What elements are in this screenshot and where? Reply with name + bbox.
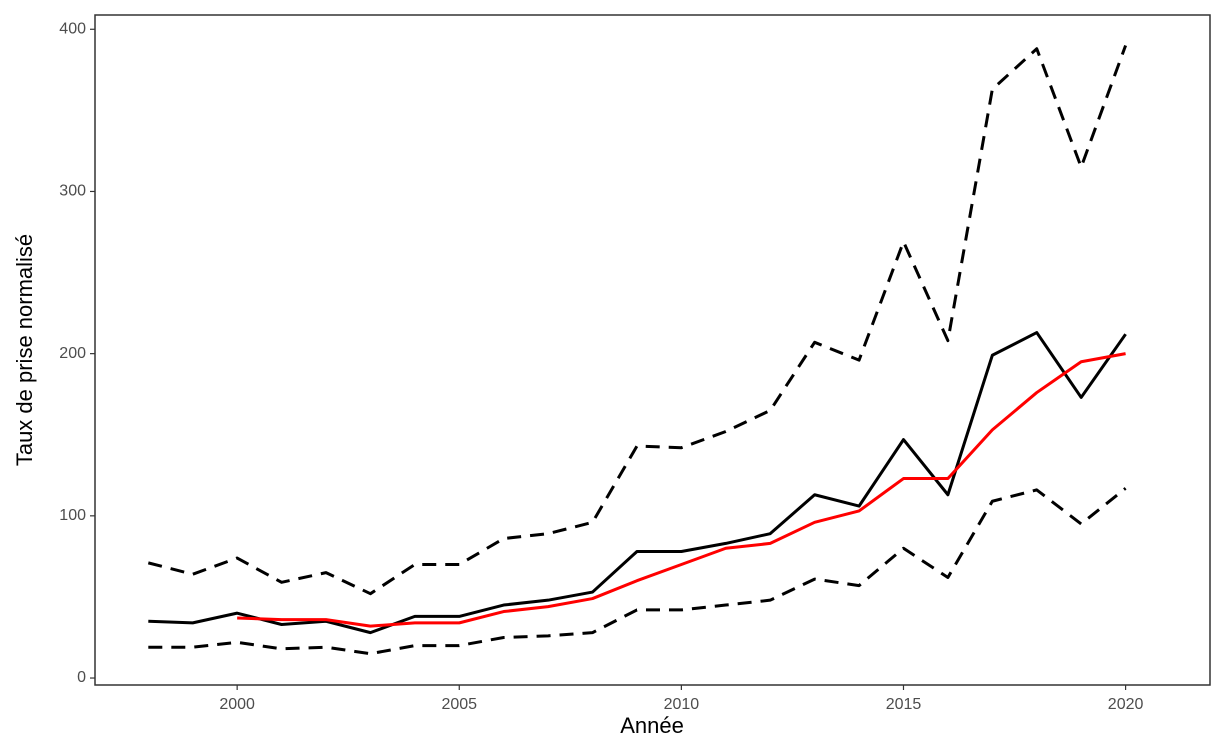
plot-border: [94, 14, 1211, 686]
x-tick-label: 2015: [886, 696, 922, 713]
series-line: [148, 331, 1127, 635]
x-tick-label: 2005: [441, 696, 477, 713]
y-tick-label: 100: [59, 507, 86, 524]
series-line: [237, 352, 1126, 628]
x-tick-label: 2000: [219, 696, 255, 713]
y-tick-label: 0: [77, 669, 86, 686]
y-tick-label: 400: [59, 20, 86, 37]
x-tick-label: 2020: [1108, 696, 1144, 713]
x-axis-title: Année: [620, 713, 684, 738]
series-line: [147, 44, 1128, 596]
series-line: [148, 487, 1127, 656]
y-tick-label: 300: [59, 183, 86, 200]
x-tick-label: 2010: [664, 696, 700, 713]
y-axis-title: Taux de prise normalisé: [12, 234, 37, 466]
y-tick-label: 200: [59, 345, 86, 362]
